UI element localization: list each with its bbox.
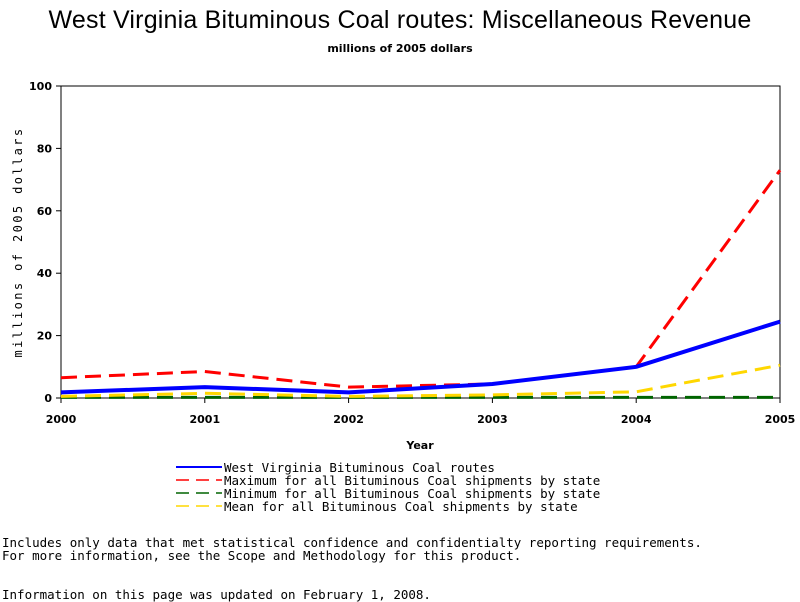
x-tick-label: 2004 xyxy=(621,413,652,426)
x-axis-label: Year xyxy=(405,439,434,452)
x-axis: 2000 2001 2002 2003 2004 2005 xyxy=(46,398,796,426)
footnote-updated: Information on this page was updated on … xyxy=(2,587,431,602)
y-axis-label: millions of 2005 dollars xyxy=(11,127,25,358)
y-tick-label: 20 xyxy=(37,330,53,343)
x-tick-label: 2003 xyxy=(477,413,508,426)
legend-swatch-icon xyxy=(176,492,222,494)
y-tick-label: 100 xyxy=(29,80,52,93)
x-tick-label: 2001 xyxy=(189,413,220,426)
y-tick-label: 40 xyxy=(37,267,53,280)
x-tick-label: 2000 xyxy=(46,413,77,426)
chart-title: West Virginia Bituminous Coal routes: Mi… xyxy=(48,6,752,34)
plot-frame xyxy=(60,85,781,399)
legend-swatch-icon xyxy=(176,479,222,481)
y-tick-label: 0 xyxy=(44,392,52,405)
series-line-west-virginia xyxy=(60,319,781,395)
x-tick-label: 2005 xyxy=(765,413,796,426)
y-axis: 0 20 40 60 80 100 xyxy=(29,80,61,405)
footnote-methodology: For more information, see the Scope and … xyxy=(2,548,522,563)
legend-label: Maximum for all Bituminous Coal shipment… xyxy=(224,473,601,488)
legend-label: Mean for all Bituminous Coal shipments b… xyxy=(224,499,578,514)
legend-swatch-icon xyxy=(176,505,222,507)
series-line-maximum xyxy=(60,169,782,389)
x-tick-label: 2002 xyxy=(333,413,364,426)
chart-subtitle: millions of 2005 dollars xyxy=(327,42,473,55)
legend-label: West Virginia Bituminous Coal routes xyxy=(224,460,495,475)
footnote-confidence: Includes only data that met statistical … xyxy=(2,535,702,550)
legend-label: Minimum for all Bituminous Coal shipment… xyxy=(224,486,601,501)
y-tick-label: 80 xyxy=(37,142,53,155)
series-line-mean xyxy=(60,363,781,398)
y-tick-label: 60 xyxy=(37,205,53,218)
series-lines xyxy=(60,169,782,399)
legend-swatch-icon xyxy=(176,466,222,468)
line-chart: 0 20 40 60 80 100 2000 2001 2002 2003 2004 2005 mi… xyxy=(11,80,796,452)
